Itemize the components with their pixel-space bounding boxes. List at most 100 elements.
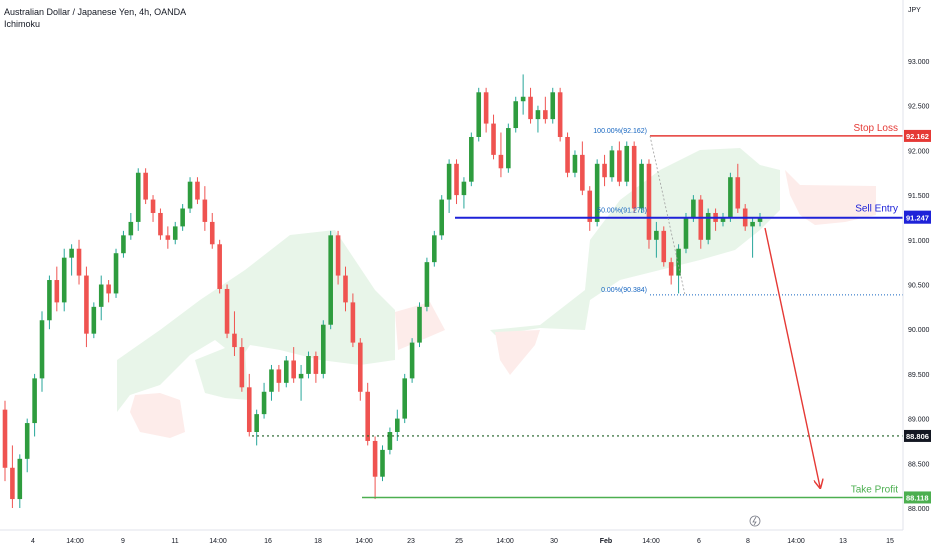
candle (372, 436, 378, 500)
candle (335, 230, 341, 285)
candle-body (180, 208, 185, 227)
price-axis[interactable]: JPY 93.000 92.500 92.000 91.500 91.000 90.500 9… (902, 0, 931, 530)
candle (343, 266, 348, 312)
candle-body (246, 387, 252, 433)
candle-body (202, 199, 208, 222)
candle-body (172, 226, 178, 240)
candle-body (757, 217, 763, 222)
candle (461, 177, 467, 209)
stop-loss-price: 92.162 (904, 129, 931, 142)
time-tick: 23 (407, 538, 415, 545)
candle-body (165, 235, 171, 240)
candle (646, 159, 652, 249)
price-tag-text: 88.806 (906, 432, 929, 441)
candle (506, 123, 511, 173)
price-tag (904, 491, 931, 504)
fib-label: 100.00%(92.162) (593, 128, 647, 135)
time-tick: 9 (121, 538, 125, 545)
candle (446, 159, 452, 213)
candle (535, 105, 541, 133)
ichimoku-cloud (117, 148, 876, 438)
time-tick: 14:00 (496, 538, 514, 545)
lightning-icon (749, 515, 761, 527)
candle-body (39, 320, 45, 379)
candle (84, 266, 89, 348)
time-tick: 30 (550, 538, 558, 545)
indicator-label[interactable]: Ichimoku (4, 19, 41, 29)
candle (224, 284, 230, 339)
candle (528, 87, 533, 124)
candle-body (320, 324, 326, 374)
candle (320, 320, 326, 379)
candle-body (543, 110, 548, 120)
candle-body (335, 235, 341, 276)
sell-entry-price: 91.247 (904, 211, 931, 224)
candle (380, 445, 385, 482)
candle (454, 159, 459, 205)
candle (439, 195, 445, 240)
candle (424, 257, 430, 312)
candle (572, 150, 578, 178)
candle-body (328, 235, 333, 325)
lightning-bolt (752, 516, 757, 526)
candle-body (61, 257, 67, 303)
candle (476, 87, 482, 142)
candle (232, 311, 237, 357)
price-tick: 90.500 (908, 283, 930, 290)
time-tick: Feb (600, 538, 612, 545)
candle (587, 186, 593, 231)
candle-body (631, 145, 637, 209)
candle-body (720, 217, 726, 222)
candle-body (491, 123, 496, 155)
candle (113, 248, 119, 298)
candle (195, 177, 200, 205)
candle (328, 230, 333, 330)
projection-arrow (764, 227, 820, 487)
candle-body (594, 163, 600, 222)
candle (76, 239, 82, 285)
candle-body (668, 262, 674, 276)
candle-body (528, 96, 533, 120)
time-tick: 8 (746, 538, 750, 545)
candle (417, 302, 422, 348)
time-axis[interactable]: 4 14:00 9 11 14:00 16 18 14:00 23 25 14:00 30 Feb 14:… (0, 515, 903, 545)
price-tick: 92.000 (908, 148, 930, 155)
candle-body (602, 163, 607, 178)
candle (98, 275, 104, 321)
candle-body (506, 128, 511, 169)
candle (654, 221, 659, 258)
candle (246, 373, 252, 437)
candle (432, 230, 437, 267)
candle (209, 212, 215, 249)
candle (261, 382, 267, 419)
candle-body (313, 356, 319, 374)
candle (357, 338, 363, 401)
candle (735, 163, 741, 213)
candle-body (224, 288, 230, 334)
candle-body (683, 217, 689, 249)
candle (239, 338, 245, 392)
candle-body (54, 280, 60, 303)
cloud-bull-3 (490, 148, 780, 335)
candle-body (24, 423, 30, 459)
candle-body (461, 181, 467, 196)
candle-body (402, 378, 408, 419)
candle-body (469, 136, 474, 182)
candle (750, 217, 755, 258)
candle-body (728, 177, 733, 218)
candle-body (513, 101, 519, 129)
candle-body (395, 418, 400, 433)
candle-body (350, 302, 356, 343)
candle-body (735, 177, 741, 209)
candle (10, 445, 15, 508)
price-tick: 89.500 (908, 372, 930, 379)
candle (498, 132, 504, 178)
candle (135, 168, 141, 231)
price-tick: 88.500 (908, 461, 930, 468)
candle-body (10, 467, 15, 500)
candle (609, 145, 615, 182)
candles (2, 74, 763, 508)
candle-body (432, 235, 437, 263)
